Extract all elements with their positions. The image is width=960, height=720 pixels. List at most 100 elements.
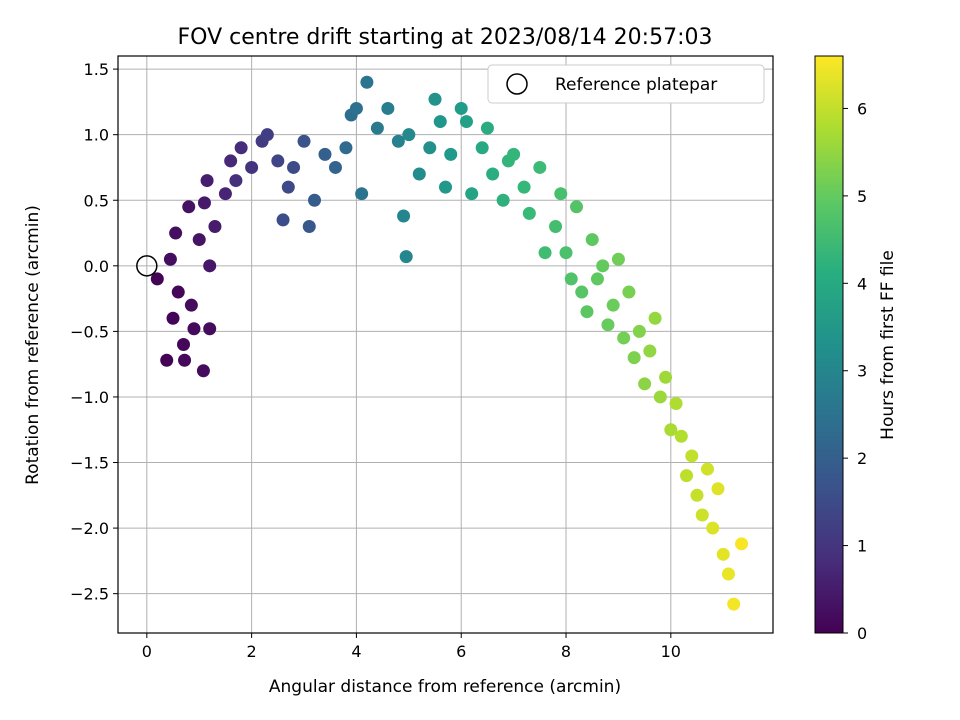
data-point: [287, 160, 301, 174]
data-point: [200, 174, 214, 188]
data-point: [701, 462, 714, 476]
colorbar-tick-label: 1: [857, 537, 867, 556]
colorbar-label: Hours from first FF file: [878, 250, 898, 440]
y-tick-label: 0.5: [84, 191, 109, 210]
data-point: [260, 128, 274, 142]
data-point: [355, 187, 369, 201]
data-point: [184, 298, 198, 312]
y-tick-label: −1.0: [70, 388, 109, 407]
data-point: [196, 364, 210, 378]
y-tick-label: −1.5: [70, 454, 109, 473]
legend-box: [487, 64, 765, 104]
reference-platepar-marker: [136, 255, 158, 277]
data-point: [203, 259, 217, 273]
colorbar: 0 1 2 3 4 5 6 Hours from first FF file: [814, 55, 898, 643]
colorbar-tick-label: 3: [857, 362, 867, 381]
data-point: [433, 115, 447, 129]
data-point: [308, 193, 321, 207]
data-point: [234, 141, 248, 155]
data-point: [163, 252, 177, 266]
data-point: [229, 174, 243, 188]
colorbar-gradient: [814, 55, 844, 634]
data-point: [480, 121, 494, 135]
data-point: [208, 219, 222, 233]
data-point: [669, 397, 683, 411]
x-tick-label: 10: [661, 642, 681, 661]
y-tick-label: 0.0: [84, 257, 109, 276]
data-point: [549, 219, 563, 233]
data-point: [169, 226, 183, 240]
data-point: [150, 272, 164, 286]
data-point: [721, 567, 735, 581]
colorbar-tick-label: 2: [857, 449, 867, 468]
data-point: [339, 141, 353, 155]
data-point: [276, 213, 290, 227]
data-point: [596, 259, 610, 273]
data-point: [397, 209, 411, 223]
data-point: [203, 322, 217, 336]
legend-reference-marker: [506, 73, 528, 95]
data-point: [454, 101, 468, 115]
data-point: [496, 193, 510, 207]
data-point: [486, 167, 500, 181]
data-point: [297, 134, 311, 148]
data-point: [538, 246, 552, 260]
data-point: [622, 285, 636, 299]
data-point: [680, 469, 694, 483]
data-point: [360, 75, 374, 89]
data-point: [648, 311, 662, 325]
data-point: [601, 318, 615, 332]
data-point: [423, 141, 437, 155]
data-point: [674, 429, 688, 443]
data-point: [399, 250, 413, 264]
data-point: [428, 92, 442, 106]
data-point: [192, 233, 206, 247]
data-point: [166, 311, 180, 325]
data-point: [370, 121, 384, 135]
data-point: [182, 200, 196, 214]
data-point: [381, 101, 395, 115]
x-tick-label: 0: [142, 642, 152, 661]
data-point: [412, 167, 426, 181]
x-tick-label: 2: [247, 642, 257, 661]
data-point: [517, 180, 531, 194]
data-point: [224, 154, 238, 168]
data-point: [559, 246, 573, 260]
y-axis-label: Rotation from reference (arcmin): [23, 205, 43, 485]
legend: Reference platepar: [487, 64, 765, 104]
data-point: [690, 488, 704, 502]
x-tick-label: 6: [456, 642, 466, 661]
data-point: [695, 508, 709, 522]
data-point: [177, 338, 190, 351]
data-point: [611, 252, 625, 266]
data-point: [711, 482, 725, 496]
data-point: [585, 233, 599, 247]
data-point: [245, 160, 259, 174]
plot-frame: [117, 55, 774, 634]
data-point: [444, 147, 458, 161]
data-point: [664, 423, 678, 437]
data-point: [643, 344, 657, 358]
data-point: [727, 597, 741, 611]
y-axis-ticks: 1.5 1.0 0.5 0.0 −0.5 −1.0 −1.5 −2.0 −2.5: [70, 60, 118, 604]
data-point: [302, 219, 316, 233]
data-point: [590, 272, 604, 286]
data-point: [465, 187, 479, 201]
data-point: [271, 154, 285, 168]
data-point: [659, 370, 673, 384]
data-point: [706, 521, 720, 535]
data-point: [617, 331, 631, 345]
chart-title: FOV centre drift starting at 2023/08/14 …: [178, 25, 713, 50]
data-point: [328, 160, 342, 174]
y-tick-label: −2.0: [70, 519, 109, 538]
data-point: [439, 180, 452, 194]
y-tick-label: 1.5: [84, 60, 109, 79]
scatter-points: [150, 75, 749, 611]
data-point: [281, 180, 295, 194]
legend-entry-reference: Reference platepar: [555, 75, 717, 95]
data-point: [575, 285, 589, 299]
data-point: [627, 351, 641, 365]
colorbar-tick-label: 5: [857, 187, 867, 206]
data-point: [160, 353, 174, 367]
